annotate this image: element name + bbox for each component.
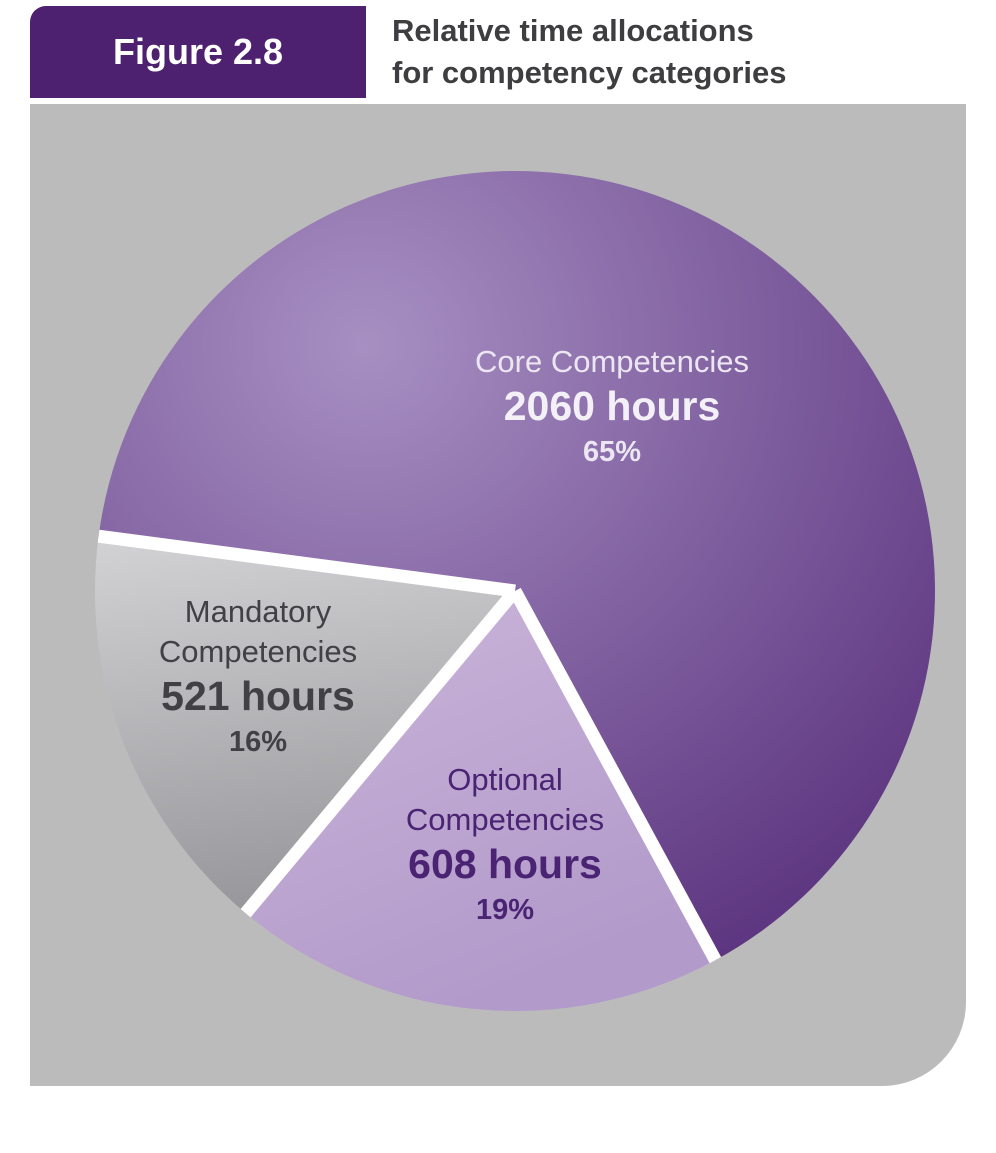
pie-slice-core: [98, 170, 936, 961]
slice-separator: [509, 587, 722, 964]
figure-title-line1: Relative time allocations: [392, 13, 754, 48]
chart-panel: Core Competencies 2060 hours 65% Mandato…: [30, 104, 966, 1086]
figure-badge: Figure 2.8: [30, 6, 366, 98]
slice-separator: [97, 529, 516, 598]
figure-title: Relative time allocations for competency…: [392, 10, 787, 94]
pie-chart-svg: [95, 170, 936, 1011]
pie-slice-mandatory: [95, 536, 515, 914]
slice-separator: [240, 586, 520, 918]
figure-title-line2: for competency categories: [392, 55, 787, 90]
pie-slice-optional: [245, 591, 716, 1011]
figure-number: Figure 2.8: [112, 31, 284, 72]
